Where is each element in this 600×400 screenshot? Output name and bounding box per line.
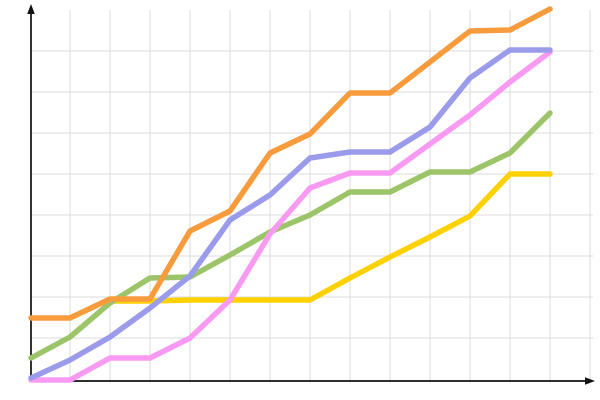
y-axis-arrow-icon [27, 4, 35, 14]
x-axis-arrow-icon [585, 377, 595, 385]
series-line-pink [28, 49, 553, 383]
series-line-orange [28, 6, 553, 321]
series-line-yellow [107, 171, 553, 304]
series-line-blue [28, 47, 553, 381]
